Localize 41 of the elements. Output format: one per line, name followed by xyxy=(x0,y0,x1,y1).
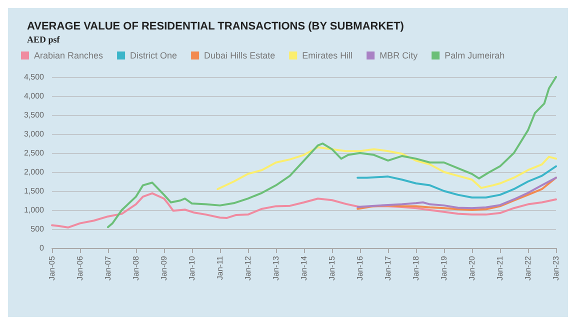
x-tick-label: Jan-06 xyxy=(75,255,84,280)
y-tick-label: 1,500 xyxy=(24,186,45,196)
x-tick-label: Jan-18 xyxy=(412,255,421,280)
chart-subtitle: AED psf xyxy=(27,34,61,44)
x-tick-label: Jan-21 xyxy=(496,255,505,280)
x-tick-label: Jan-05 xyxy=(48,255,56,280)
x-tick-label: Jan-09 xyxy=(160,255,169,280)
chart-title: AVERAGE VALUE OF RESIDENTIAL TRANSACTIONS (BY SUBMARKET) xyxy=(27,20,404,32)
x-tick-label: Jan-08 xyxy=(131,255,140,280)
y-tick-label: 2,000 xyxy=(24,168,45,176)
line-series xyxy=(106,76,557,228)
x-tick-label: Jan-15 xyxy=(327,255,336,280)
x-tick-label: Jan-10 xyxy=(187,255,196,280)
x-tick-label: Jan-19 xyxy=(439,255,448,280)
legend-label: MBR City xyxy=(380,50,418,60)
legend-label: Emirates Hill xyxy=(302,50,353,60)
y-tick-label: 500 xyxy=(30,224,45,234)
legend-label: Dubai Hills Estate xyxy=(204,50,276,60)
x-tick-label: Jan-16 xyxy=(355,255,364,280)
y-tick-label: 0 xyxy=(40,244,45,252)
y-tick-label: 3,000 xyxy=(24,130,45,138)
x-tick-label: Jan-11 xyxy=(215,255,224,280)
x-tick-label: Jan-20 xyxy=(467,255,476,280)
legend-label: Arabian Ranches xyxy=(34,50,104,60)
y-tick-label: 4,500 xyxy=(24,72,45,82)
x-tick-label: Jan-07 xyxy=(103,255,112,280)
y-tick-label: 1,000 xyxy=(24,206,45,214)
x-tick-label: Jan-13 xyxy=(272,255,281,280)
x-tick-label: Jan-23 xyxy=(552,255,560,280)
y-tick-label: 2,500 xyxy=(24,148,45,158)
x-tick-label: Jan-12 xyxy=(243,255,252,280)
x-tick-label: Jan-22 xyxy=(524,255,533,280)
y-tick-label: 3,500 xyxy=(24,110,45,120)
line-series xyxy=(356,165,557,198)
y-tick-label: 4,000 xyxy=(24,92,45,100)
x-tick-label: Jan-17 xyxy=(384,255,393,280)
x-tick-label: Jan-14 xyxy=(300,255,308,280)
line-series xyxy=(51,192,557,228)
legend-label: District One xyxy=(130,50,178,60)
legend-label: Palm Jumeirah xyxy=(444,50,505,60)
line-series xyxy=(216,146,557,190)
